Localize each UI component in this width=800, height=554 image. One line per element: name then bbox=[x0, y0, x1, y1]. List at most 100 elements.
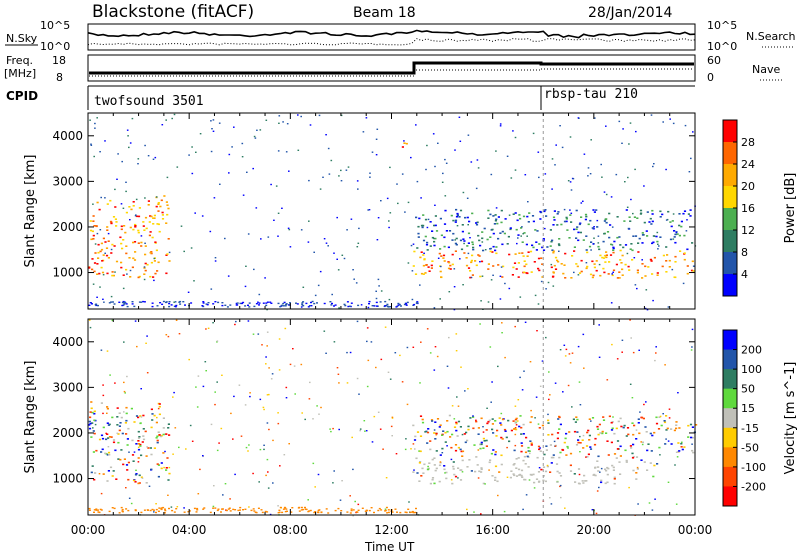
x-tick-label: 16:00 bbox=[475, 523, 510, 537]
data-cell bbox=[118, 301, 121, 303]
data-cell bbox=[106, 412, 108, 414]
x-tick-label: 20:00 bbox=[577, 523, 612, 537]
data-cell bbox=[659, 415, 662, 418]
data-cell bbox=[592, 243, 595, 245]
data-cell bbox=[109, 466, 113, 469]
data-cell bbox=[168, 260, 171, 262]
data-cell bbox=[257, 333, 260, 335]
data-cell bbox=[401, 146, 404, 148]
data-cell bbox=[606, 473, 609, 476]
data-cell bbox=[417, 232, 420, 235]
data-cell bbox=[284, 510, 287, 513]
data-cell bbox=[271, 373, 274, 375]
data-cell bbox=[412, 471, 415, 473]
data-cell bbox=[135, 415, 139, 417]
data-cell bbox=[151, 419, 154, 421]
data-cell bbox=[167, 423, 170, 425]
data-cell bbox=[134, 251, 137, 253]
data-cell bbox=[153, 279, 155, 282]
data-cell bbox=[144, 242, 146, 244]
data-cell bbox=[514, 444, 517, 447]
data-cell bbox=[387, 511, 390, 514]
data-cell bbox=[433, 482, 436, 485]
data-cell bbox=[430, 267, 433, 269]
data-cell bbox=[368, 300, 371, 303]
data-cell bbox=[522, 423, 525, 426]
data-cell bbox=[497, 216, 500, 218]
data-cell bbox=[389, 212, 392, 214]
data-cell bbox=[546, 464, 549, 467]
data-cell bbox=[369, 172, 371, 174]
data-cell bbox=[506, 243, 509, 245]
data-cell bbox=[248, 306, 251, 308]
data-cell bbox=[170, 506, 173, 508]
data-cell bbox=[302, 508, 304, 511]
data-cell bbox=[537, 303, 540, 305]
data-cell bbox=[481, 231, 484, 233]
data-cell bbox=[283, 454, 286, 456]
data-cell bbox=[619, 455, 622, 457]
data-cell bbox=[167, 494, 169, 496]
data-cell bbox=[610, 196, 613, 198]
data-cell bbox=[473, 511, 475, 513]
data-cell bbox=[526, 272, 529, 275]
data-cell bbox=[256, 129, 258, 131]
data-cell bbox=[233, 126, 235, 128]
beam-label: Beam 18 bbox=[353, 5, 416, 21]
data-cell bbox=[93, 155, 95, 158]
data-cell bbox=[665, 168, 667, 171]
data-cell bbox=[687, 424, 690, 427]
data-cell bbox=[637, 251, 640, 253]
colorbar-tick-label: -100 bbox=[741, 461, 766, 474]
data-cell bbox=[195, 386, 197, 388]
data-cell bbox=[97, 257, 100, 259]
data-cell bbox=[126, 129, 129, 131]
data-cell bbox=[467, 134, 470, 136]
data-cell bbox=[644, 426, 647, 428]
data-cell bbox=[539, 385, 542, 387]
data-cell bbox=[413, 250, 416, 253]
data-cell bbox=[588, 418, 591, 420]
data-cell bbox=[597, 245, 600, 248]
data-cell bbox=[453, 426, 457, 428]
data-cell bbox=[241, 156, 244, 158]
data-cell bbox=[530, 444, 533, 446]
data-cell bbox=[660, 424, 663, 427]
data-cell bbox=[523, 232, 526, 234]
x-tick-label: 12:00 bbox=[374, 523, 409, 537]
data-cell bbox=[599, 471, 601, 473]
data-cell bbox=[629, 220, 632, 222]
data-cell bbox=[480, 300, 482, 302]
data-cell bbox=[89, 220, 92, 222]
data-cell bbox=[111, 319, 114, 322]
data-cell bbox=[630, 447, 633, 449]
data-cell bbox=[212, 322, 214, 324]
data-cell bbox=[155, 249, 158, 252]
data-cell bbox=[518, 425, 521, 428]
data-cell bbox=[137, 215, 141, 218]
data-cell bbox=[106, 229, 109, 231]
data-cell bbox=[551, 249, 554, 251]
data-cell bbox=[412, 346, 415, 348]
data-cell bbox=[479, 323, 481, 325]
data-cell bbox=[106, 406, 109, 408]
data-cell bbox=[140, 454, 143, 457]
data-cell bbox=[581, 439, 584, 441]
data-cell bbox=[452, 219, 455, 222]
data-cell bbox=[441, 452, 444, 454]
data-cell bbox=[417, 225, 420, 228]
data-cell bbox=[610, 243, 613, 246]
data-cell bbox=[559, 485, 561, 488]
data-cell bbox=[512, 464, 515, 466]
data-cell bbox=[95, 225, 98, 227]
data-cell bbox=[389, 306, 392, 308]
data-cell bbox=[375, 297, 378, 300]
data-cell bbox=[690, 436, 693, 439]
data-cell bbox=[643, 185, 645, 187]
data-cell bbox=[459, 448, 462, 451]
colorbar-segment bbox=[723, 427, 737, 448]
data-cell bbox=[325, 508, 328, 510]
data-cell bbox=[249, 395, 251, 398]
data-cell bbox=[600, 481, 603, 484]
data-cell bbox=[307, 306, 310, 308]
